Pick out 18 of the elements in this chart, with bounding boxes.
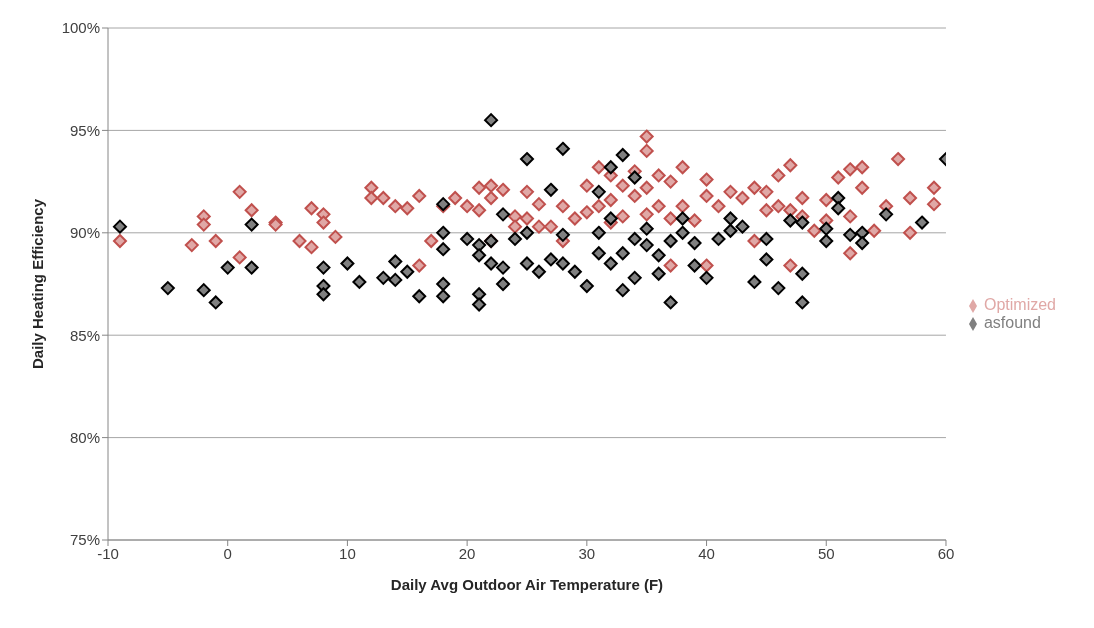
x-tick-label: 40 xyxy=(698,544,715,562)
y-tick-label: 95% xyxy=(69,121,100,139)
x-tick-label: 60 xyxy=(937,544,955,562)
y-tick-label: 75% xyxy=(69,531,100,549)
y-tick-label: 90% xyxy=(69,224,100,242)
x-axis-title: Daily Avg Outdoor Air Temperature (F) xyxy=(390,576,664,593)
x-tick-label: 50 xyxy=(817,544,835,562)
legend-label: asfound xyxy=(983,314,1041,331)
y-tick-label: 100% xyxy=(61,19,100,37)
x-tick-label: 10 xyxy=(339,544,356,562)
x-tick-label: 30 xyxy=(578,544,596,562)
y-axis-title: Daily Heating Efficiency xyxy=(29,198,47,370)
x-tick-label: 20 xyxy=(458,544,476,562)
y-tick-label: 85% xyxy=(69,326,100,344)
x-tick-label: 0 xyxy=(223,544,232,562)
y-tick-label: 80% xyxy=(69,428,100,446)
legend-label: Optimized xyxy=(983,296,1056,313)
x-tick-label: -10 xyxy=(97,544,119,562)
